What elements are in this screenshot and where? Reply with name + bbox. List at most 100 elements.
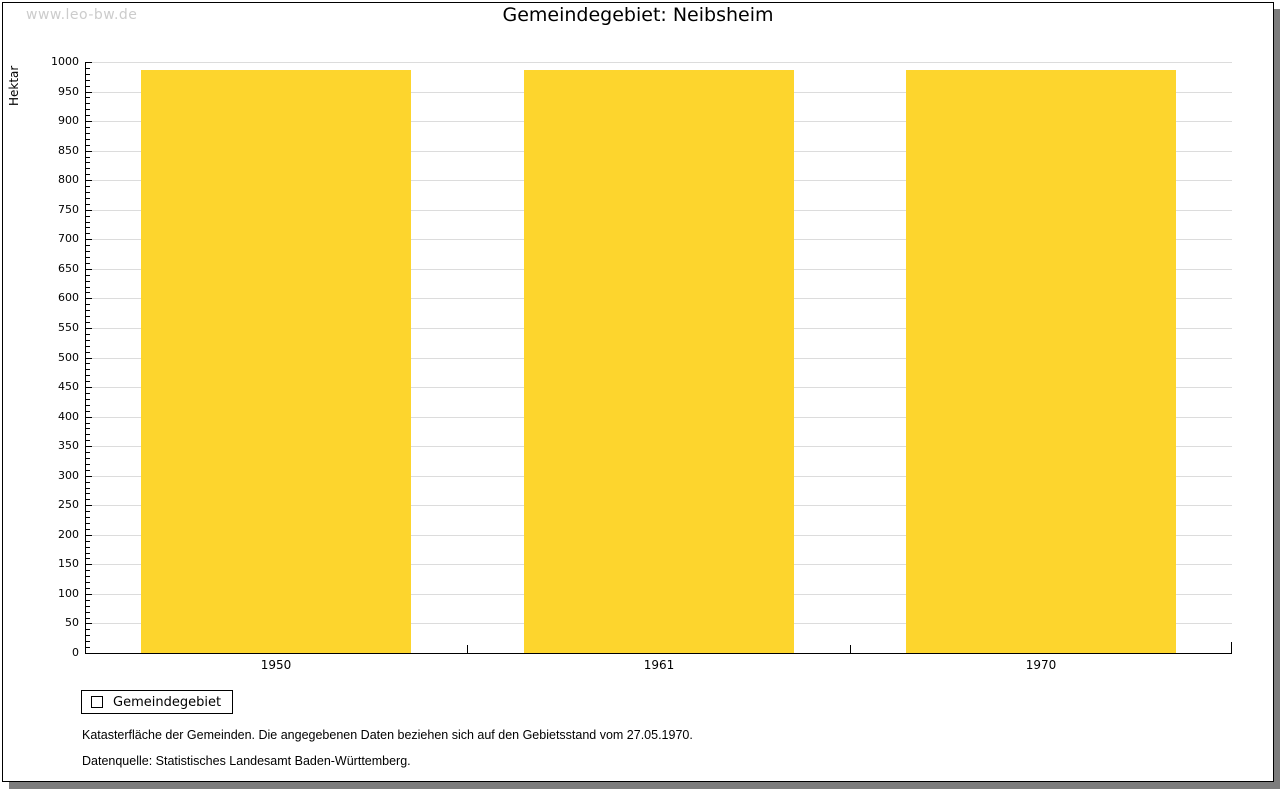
y-minor-tick [86, 352, 90, 353]
y-major-tick [86, 535, 92, 536]
y-tick-label: 600 [58, 291, 79, 304]
y-tick-label: 100 [58, 587, 79, 600]
y-minor-tick [86, 582, 90, 583]
legend: Gemeindegebiet [81, 690, 233, 714]
y-minor-tick [86, 233, 90, 234]
y-major-tick [86, 151, 92, 152]
y-minor-tick [86, 316, 90, 317]
y-major-tick [86, 623, 92, 624]
y-minor-tick [86, 452, 90, 453]
y-minor-tick [86, 304, 90, 305]
y-minor-tick [86, 174, 90, 175]
y-minor-tick [86, 576, 90, 577]
y-minor-tick [86, 606, 90, 607]
y-minor-tick [86, 612, 90, 613]
x-axis-end-notch [1231, 642, 1232, 653]
y-minor-tick [86, 369, 90, 370]
y-major-tick [86, 387, 92, 388]
y-minor-tick [86, 281, 90, 282]
y-major-tick [86, 594, 92, 595]
y-major-tick [86, 210, 92, 211]
y-minor-tick [86, 428, 90, 429]
y-minor-tick [86, 263, 90, 264]
y-minor-tick [86, 641, 90, 642]
y-major-tick [86, 446, 92, 447]
y-minor-tick [86, 192, 90, 193]
y-minor-tick [86, 97, 90, 98]
y-tick-label: 250 [58, 498, 79, 511]
y-minor-tick [86, 464, 90, 465]
y-minor-tick [86, 393, 90, 394]
y-major-tick [86, 564, 92, 565]
y-minor-tick [86, 635, 90, 636]
y-major-tick [86, 505, 92, 506]
y-minor-tick [86, 334, 90, 335]
y-major-tick [86, 121, 92, 122]
y-minor-tick [86, 257, 90, 258]
y-axis-line [85, 62, 86, 654]
legend-label: Gemeindegebiet [113, 694, 222, 710]
y-minor-tick [86, 287, 90, 288]
y-tick-label: 500 [58, 351, 79, 364]
y-minor-tick [86, 245, 90, 246]
y-major-tick [86, 358, 92, 359]
y-minor-tick [86, 168, 90, 169]
y-minor-tick [86, 157, 90, 158]
y-minor-tick [86, 86, 90, 87]
x-tick-label: 1950 [260, 658, 292, 672]
y-minor-tick [86, 227, 90, 228]
y-minor-tick [86, 529, 90, 530]
y-tick-label: 750 [58, 203, 79, 216]
y-tick-label: 650 [58, 262, 79, 275]
y-minor-tick [86, 127, 90, 128]
y-minor-tick [86, 399, 90, 400]
y-minor-tick [86, 340, 90, 341]
y-tick-label: 350 [58, 439, 79, 452]
y-tick-label: 550 [58, 321, 79, 334]
y-major-tick [86, 92, 92, 93]
y-major-tick [86, 180, 92, 181]
y-minor-tick [86, 222, 90, 223]
y-minor-tick [86, 499, 90, 500]
y-minor-tick [86, 493, 90, 494]
y-tick-label: 0 [72, 646, 79, 659]
y-minor-tick [86, 74, 90, 75]
bar-1961 [524, 70, 794, 653]
y-major-tick [86, 417, 92, 418]
y-minor-tick [86, 547, 90, 548]
y-minor-tick [86, 423, 90, 424]
y-minor-tick [86, 458, 90, 459]
y-minor-tick [86, 162, 90, 163]
y-minor-tick [86, 647, 90, 648]
bar-1950 [141, 70, 411, 653]
bar-1970 [906, 70, 1176, 653]
y-minor-tick [86, 588, 90, 589]
y-minor-tick [86, 523, 90, 524]
plot-area: 0 50 100 150 200 250 300 350 400 450 500 550 600 650 7… [3, 3, 1273, 781]
y-minor-tick [86, 629, 90, 630]
chart-title: Gemeindegebiet: Neibsheim [502, 4, 774, 26]
y-major-tick [86, 62, 92, 63]
y-minor-tick [86, 618, 90, 619]
y-minor-tick [86, 570, 90, 571]
y-minor-tick [86, 517, 90, 518]
footnote-source-description: Katasterfläche der Gemeinden. Die angege… [82, 728, 693, 742]
y-minor-tick [86, 488, 90, 489]
y-minor-tick [86, 434, 90, 435]
y-tick-label: 950 [58, 85, 79, 98]
y-minor-tick [86, 80, 90, 81]
y-tick-label: 50 [65, 616, 79, 629]
y-minor-tick [86, 381, 90, 382]
y-minor-tick [86, 133, 90, 134]
y-tick-label: 850 [58, 144, 79, 157]
y-minor-tick [86, 275, 90, 276]
y-minor-tick [86, 186, 90, 187]
y-minor-tick [86, 251, 90, 252]
y-minor-tick [86, 558, 90, 559]
y-minor-tick [86, 322, 90, 323]
footnote-data-source: Datenquelle: Statistisches Landesamt Bad… [82, 754, 411, 768]
y-minor-tick [86, 216, 90, 217]
y-tick-label: 200 [58, 528, 79, 541]
y-minor-tick [86, 470, 90, 471]
y-tick-label: 800 [58, 173, 79, 186]
